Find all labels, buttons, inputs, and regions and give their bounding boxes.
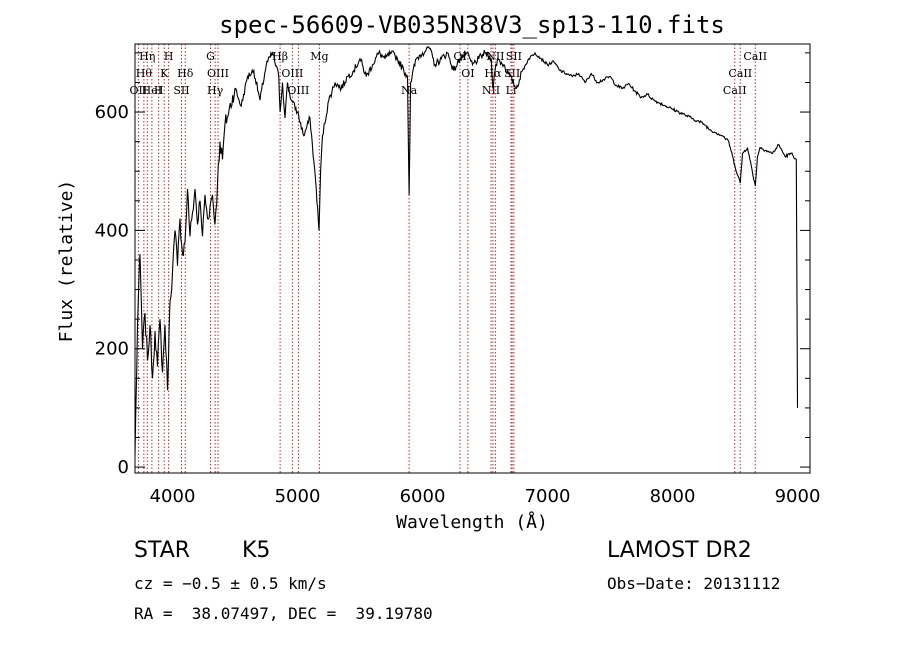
line-marker-label: Na (401, 84, 418, 97)
y-tick-label: 600 (95, 102, 129, 123)
line-marker-label: OI (461, 67, 474, 80)
redshift-value: cz = −0.5 ± 0.5 km/s (134, 574, 327, 593)
line-marker-label: Mg (310, 50, 328, 63)
y-tick-label: 0 (118, 457, 129, 478)
object-class: STAR (134, 538, 191, 563)
y-axis-label: Flux (relative) (56, 180, 77, 343)
line-marker-label: G (206, 50, 215, 63)
line-marker-label: OIII (287, 84, 309, 97)
line-marker-label: Hη (139, 50, 155, 63)
plot-axes: 4000 5000 6000 7000 8000 9000 0 200 400 600 (95, 43, 821, 507)
x-tick-label: 7000 (525, 486, 571, 507)
x-tick-label: 8000 (650, 486, 696, 507)
line-marker-label: SII (506, 50, 522, 63)
object-subclass: K5 (242, 538, 271, 563)
line-marker-label: Hθ (136, 67, 153, 80)
line-marker-label: OIII (207, 67, 229, 80)
line-marker-label: CaII (723, 84, 747, 97)
emission-line-markers: OIIHθHηHeIHKHSIIHδGHγOIIIHβOIIIOIIIMgNaO… (130, 44, 767, 473)
line-marker-label: NII (482, 84, 500, 97)
line-marker-label: HeI (142, 84, 162, 97)
ra-dec-coordinates: RA = 38.07497, DEC = 39.19780 (134, 604, 433, 623)
line-marker-label: SII (173, 84, 189, 97)
survey-name: LAMOST DR2 (607, 538, 752, 563)
chart-title: spec-56609-VB035N38V3_sp13-110.fits (219, 11, 725, 39)
y-tick-label: 200 (95, 339, 129, 360)
observation-date: Obs−Date: 20131112 (607, 574, 781, 593)
line-marker-label: CaII (743, 50, 767, 63)
line-marker-label: H (154, 84, 164, 97)
line-marker-label: Li (506, 84, 517, 97)
x-tick-label: 4000 (150, 486, 196, 507)
line-marker-label: OI (453, 50, 466, 63)
line-marker-label: K (160, 67, 169, 80)
line-marker-label: OII (130, 84, 148, 97)
x-tick-label: 6000 (400, 486, 446, 507)
line-marker-label: Hα (484, 67, 502, 80)
spectrum-line (134, 46, 799, 456)
x-axis-label: Wavelength (Å) (396, 511, 548, 533)
line-marker-label: OIII (281, 67, 303, 80)
x-tick-label: 9000 (775, 486, 821, 507)
plot-frame (134, 43, 811, 474)
line-marker-label: CaII (728, 67, 752, 80)
line-marker-label: Hδ (177, 67, 194, 80)
x-tick-label: 5000 (275, 486, 321, 507)
line-marker-label: Hγ (207, 84, 224, 97)
y-tick-label: 400 (95, 220, 129, 241)
line-marker-label: H (164, 50, 174, 63)
line-marker-label: Hβ (272, 50, 288, 63)
spectrum-series (134, 46, 799, 456)
